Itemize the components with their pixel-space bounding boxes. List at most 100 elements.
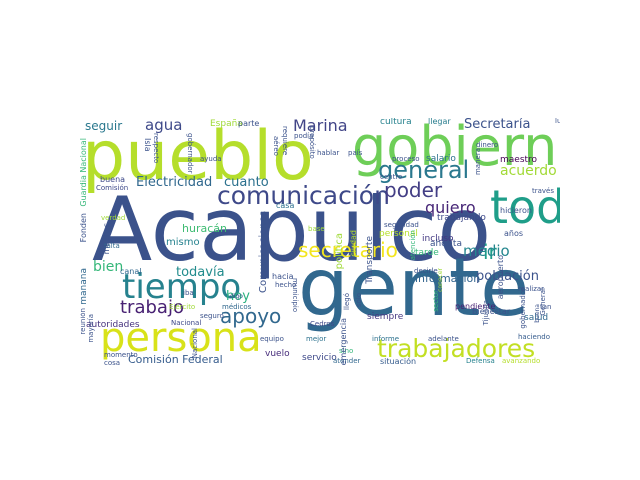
word-digo: digo	[230, 293, 243, 300]
word-maestro: maestro	[500, 155, 538, 165]
word-gobernador: gobernador	[186, 133, 194, 174]
word-defensa: Defensa	[466, 357, 495, 365]
word-cuanto: cuanto	[224, 175, 269, 190]
word-mayoria: mayoría	[87, 314, 95, 343]
word-nacional: Nacional	[171, 319, 202, 327]
word-centro: centro	[380, 173, 403, 181]
word-proposito: propósito	[308, 126, 316, 159]
word-sector: sector	[432, 290, 440, 312]
word-haciendo: haciendo	[518, 333, 550, 341]
word-comunicaciones: Comunicaciones	[258, 211, 269, 294]
word-iba: iba	[183, 289, 194, 297]
word-informacion: información	[415, 272, 481, 285]
word-momento: momento	[104, 351, 138, 359]
word-medicos: médicos	[222, 303, 252, 311]
word-buena2: buena	[534, 304, 541, 323]
word-reunion: reunión	[80, 308, 87, 335]
word-equipo: equipo	[260, 335, 284, 343]
word-isla: Isla	[143, 138, 152, 152]
word-cultura: cultura	[380, 118, 412, 127]
word-dinero: dinero	[476, 141, 499, 149]
word-autoridades: autoridades	[86, 320, 140, 330]
word-mismo: mismo	[166, 237, 200, 248]
word-comunicacion: comunicación	[217, 181, 390, 210]
word-politica: política	[334, 233, 345, 270]
word-informe: informe	[372, 335, 400, 343]
word-siempre: siempre	[367, 312, 404, 322]
word-servicio: servicio	[302, 353, 337, 363]
word-espana: España	[210, 119, 243, 129]
word-trabajando: trabajando	[437, 213, 486, 223]
word-trabajo: trabajo	[120, 297, 184, 318]
word-hecho: hecho	[275, 281, 297, 289]
word-agua: agua	[145, 118, 183, 134]
word-gobierno: gobierno	[352, 118, 560, 178]
word-apoyo: apoyo	[220, 304, 282, 328]
word-requiere: requiere	[281, 126, 289, 156]
word-tiempo: tiempo	[122, 267, 242, 307]
word-ir: ir	[483, 240, 497, 264]
word-salud: salud	[524, 313, 549, 323]
word-aeropuerto: aeropuerto	[496, 255, 505, 300]
word-marina: Marina	[293, 118, 348, 135]
word-tan: tan	[540, 303, 552, 311]
word-hoy: hoy	[226, 289, 250, 304]
word-casa: casa	[276, 201, 295, 210]
word-poder: poder	[384, 178, 443, 202]
word-gente: gente	[298, 241, 530, 334]
word-poblacion: población	[476, 269, 539, 284]
word-adelante: adelante	[428, 335, 459, 343]
word-cedros: Cedros	[310, 320, 335, 328]
word-gobernador2: gobernador	[519, 288, 527, 329]
word-atender: atender	[333, 357, 361, 365]
word-comision2: Comisión	[96, 184, 129, 192]
word-buena: buena	[100, 175, 126, 184]
word-llego: llegó	[343, 293, 351, 310]
word-secretario: secretario	[298, 238, 398, 262]
word-manana: mañana	[80, 268, 89, 305]
word-vuelo: vuelo	[265, 349, 290, 359]
word-personal: personal	[379, 229, 418, 239]
word-parte: parte	[238, 119, 260, 128]
word-seguro: seguro	[200, 312, 224, 320]
word-salario: salario	[426, 154, 456, 164]
word-avanzando: avanzando	[502, 357, 541, 365]
word-proceso: proceso	[392, 155, 420, 163]
word-aereo: aéreo	[272, 136, 280, 156]
word-secretaria: Secretaría	[464, 118, 531, 132]
word-transporte: Transporte	[365, 236, 375, 284]
word-situacion: situación	[380, 357, 417, 366]
word-guardia: Guardia Nacional	[80, 138, 88, 207]
word-ejercito: Ejército	[169, 303, 196, 311]
word-luz: luz	[555, 118, 560, 125]
word-huracan: huracán	[182, 222, 227, 235]
word-base: base	[308, 225, 325, 233]
word-general2: General	[539, 288, 547, 316]
word-trabajadores: trabajadores	[377, 334, 536, 363]
word-persona: persona	[100, 315, 262, 361]
word-traves: través	[532, 187, 555, 195]
word-todavia: todavía	[176, 265, 225, 280]
word-manera: manera	[474, 148, 482, 176]
word-tarde: tarde	[415, 248, 439, 258]
word-respecto: respecto	[152, 133, 160, 164]
word-pendiente: pendiente	[455, 302, 496, 311]
word-seguridad: seguridad	[384, 221, 419, 229]
word-solo: sólo	[355, 293, 363, 308]
word-llegar: llegar	[428, 118, 451, 126]
word-atencion: atención	[409, 230, 417, 261]
word-conocer: conocer	[437, 268, 444, 292]
word-decirle: decirle	[414, 267, 438, 275]
word-bienestar: Bienestar	[472, 307, 511, 316]
word-realizar: realizar	[518, 285, 545, 293]
word-cosa: cosa	[104, 359, 121, 367]
word-pais: país	[348, 149, 363, 157]
word-seguir: seguir	[85, 119, 123, 133]
word-ciudad: ciudad	[349, 230, 358, 257]
word-general: general	[378, 156, 470, 184]
word-hicieron: hicieron	[500, 206, 532, 215]
word-mejor: mejor	[306, 335, 327, 343]
word-toda: toda	[490, 180, 560, 234]
word-tijuana: Tijuana	[482, 300, 490, 326]
